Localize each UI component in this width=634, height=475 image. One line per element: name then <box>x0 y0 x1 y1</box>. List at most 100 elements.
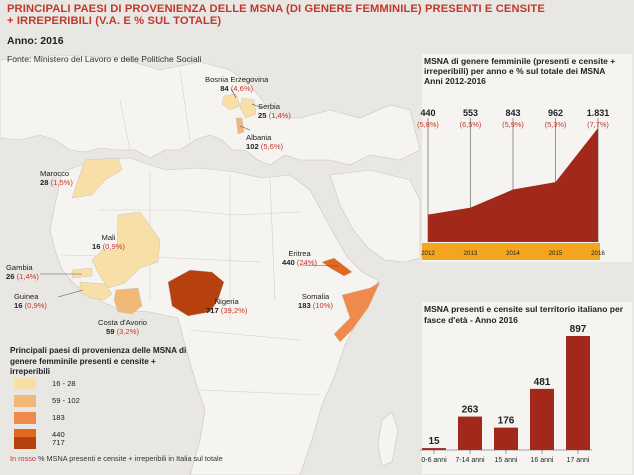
legend-swatch <box>14 378 36 390</box>
bar-value-label: 897 <box>570 324 587 335</box>
year-label: Anno: 2016 <box>7 35 64 47</box>
bar-category-label: 0-6 anni <box>421 457 447 464</box>
country-mali <box>91 211 161 289</box>
country-pct: (4,6%) <box>230 84 254 93</box>
area-year-label: 2015 <box>549 250 563 257</box>
area-value-label: 962 <box>548 108 563 118</box>
inset-panel-bars <box>422 302 632 474</box>
legend-swatch <box>14 412 36 424</box>
area-value-label: 843 <box>505 108 520 118</box>
footnote-text: % MSNA presenti e censite + irreperibili… <box>35 454 223 463</box>
country-value: 59 <box>106 327 115 336</box>
label-eritrea: Eritrea 440 (24%) <box>282 249 317 267</box>
country-pct: (39,2%) <box>220 306 248 315</box>
bar-category-label: 7-14 anni <box>455 457 485 464</box>
bar-value-label: 15 <box>428 436 440 447</box>
country-name: Marocco <box>40 169 70 178</box>
area-pct-label: (5,8%) <box>417 120 439 129</box>
legend-label: 59 - 102 <box>52 396 80 405</box>
bar-category-label: 17 anni <box>567 457 590 464</box>
year-band <box>422 243 600 260</box>
label-marocco: Marocco 28 (1,5%) <box>40 169 73 187</box>
country-nigeria <box>167 269 225 317</box>
title-line-1: PRINCIPALI PAESI DI PROVENIENZA DELLE MS… <box>7 3 545 15</box>
country-value: 28 <box>40 178 49 187</box>
area-pct-label: (7,7%) <box>587 120 609 129</box>
country-costa-davorio <box>113 287 143 315</box>
bar <box>458 416 482 450</box>
area-series <box>428 128 598 242</box>
bar <box>494 427 518 450</box>
footnote-red: In rosso <box>10 454 36 463</box>
country-name: Mali <box>101 233 116 242</box>
country-eritrea <box>321 257 353 277</box>
legend-label: 16 - 28 <box>52 379 76 388</box>
bar-value-label: 263 <box>462 405 479 416</box>
area-year-label: 2016 <box>591 250 605 257</box>
country-guinea <box>79 281 113 301</box>
label-mali: Mali 16 (0,9%) <box>92 233 125 251</box>
area-year-label: 2014 <box>506 250 520 257</box>
land-madagascar <box>377 411 399 467</box>
bar <box>422 448 446 450</box>
area-chart-title: MSNA di genere femminile (presenti e cen… <box>424 56 616 86</box>
country-pct: (3,2%) <box>116 327 139 336</box>
leader-lines <box>40 89 339 298</box>
page-title: PRINCIPALI PAESI DI PROVENIENZA DELLE MS… <box>7 3 545 27</box>
country-name: Somalia <box>301 292 330 301</box>
country-value: 440 <box>282 258 295 267</box>
title-line-2: + IRREPERIBILI (V.A. E % SUL TOTALE) <box>7 14 222 27</box>
country-marocco <box>71 157 123 199</box>
legend-label: 717 <box>52 438 65 447</box>
country-pct: (0,9%) <box>24 301 47 310</box>
label-costa-davorio: Costa d'Avorio 59 (3,2%) <box>98 318 147 336</box>
country-somalia <box>333 281 381 343</box>
country-gambia <box>71 267 93 279</box>
label-albania: Albania 102 (5,6%) <box>246 133 283 151</box>
bar-chart: 15 0-6 anni 263 7-14 anni 176 15 anni 481 16 an… <box>420 324 592 464</box>
legend-label: 440 <box>52 430 65 439</box>
country-value: 102 <box>246 142 259 151</box>
legend-label: 183 <box>52 413 65 422</box>
label-somalia: Somalia 183 (10%) <box>298 292 333 310</box>
country-name: Guinea <box>14 292 39 301</box>
legend-title: Principali paesi di provenienza delle MS… <box>10 346 187 376</box>
country-name: Nigeria <box>214 297 239 306</box>
area-value-label: 1.831 <box>587 108 610 118</box>
label-guinea: Guinea 16 (0,9%) <box>14 292 47 310</box>
bar-value-label: 481 <box>534 377 551 388</box>
area-year-label: 2012 <box>421 250 435 257</box>
label-gambia: Gambia 26 (1,4%) <box>6 263 39 281</box>
country-serbia <box>239 97 257 119</box>
country-pct: (1,4%) <box>268 111 291 120</box>
label-nigeria: Nigeria 717 (39,2%) <box>206 297 247 315</box>
country-name: Costa d'Avorio <box>98 318 148 327</box>
bar-chart-title: MSNA presenti e censite sul territorio i… <box>424 304 624 325</box>
area-value-label: 440 <box>420 108 435 118</box>
country-name: Bosnia Erzegovina <box>205 75 269 84</box>
country-value: 183 <box>298 301 311 310</box>
country-value: 16 <box>14 301 23 310</box>
country-value: 84 <box>220 84 229 93</box>
bar <box>566 336 590 450</box>
area-pct-label: (5,3%) <box>545 120 567 129</box>
country-name: Serbia <box>258 102 280 111</box>
land-arabia <box>329 169 421 263</box>
country-name: Eritrea <box>288 249 311 258</box>
area-chart: 440 (5,8%) 553 (6,5%) 843 (5,9%) 962 (5,3%) 1.83… <box>417 108 609 260</box>
country-pct: (1,5%) <box>50 178 73 187</box>
country-pct: (5,6%) <box>260 142 284 151</box>
label-serbia: Serbia 25 (1,4%) <box>258 102 291 120</box>
area-year-label: 2013 <box>464 250 478 257</box>
bar <box>530 388 554 450</box>
legend-swatch <box>14 437 36 449</box>
land-europe <box>0 54 421 166</box>
country-value: 26 <box>6 272 15 281</box>
legend-swatch <box>14 395 36 407</box>
country-borders <box>59 69 321 396</box>
country-name: Gambia <box>6 263 33 272</box>
bar-category-label: 15 anni <box>495 457 518 464</box>
footnote: In rosso % MSNA presenti e censite + irr… <box>10 454 223 463</box>
country-value: 25 <box>258 111 267 120</box>
